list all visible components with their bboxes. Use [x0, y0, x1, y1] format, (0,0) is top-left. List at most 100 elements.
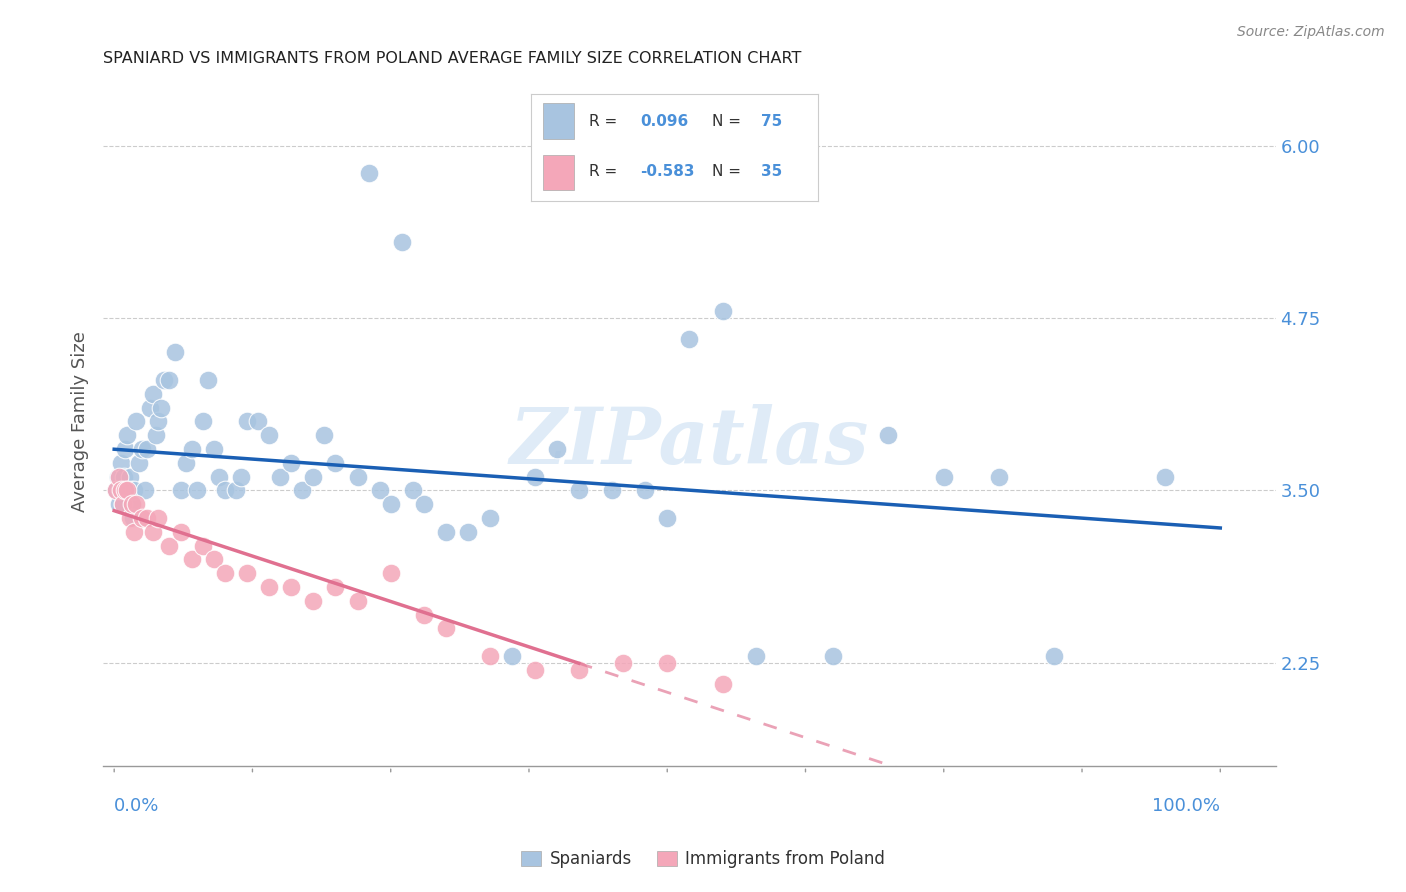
Point [346, 469, 368, 483]
Point [107, 497, 129, 511]
Point [110, 483, 132, 498]
Point [197, 373, 219, 387]
Point [346, 594, 368, 608]
Point [634, 483, 657, 498]
Point [434, 621, 457, 635]
Point [107, 469, 129, 483]
Point [302, 469, 325, 483]
Point [236, 566, 259, 581]
Point [434, 524, 457, 539]
Point [142, 524, 165, 539]
Point [457, 524, 479, 539]
Point [612, 656, 634, 670]
Point [546, 442, 568, 456]
Point [117, 483, 139, 498]
Point [108, 483, 131, 498]
Point [214, 566, 236, 581]
Point [138, 401, 160, 415]
Point [368, 483, 391, 498]
Point [932, 469, 955, 483]
Point [202, 442, 225, 456]
Point [325, 580, 347, 594]
Point [314, 428, 336, 442]
Point [112, 469, 135, 483]
Point [191, 414, 214, 428]
Point [121, 497, 143, 511]
Point [988, 469, 1011, 483]
Point [479, 511, 502, 525]
Point [412, 607, 434, 622]
Point [180, 552, 202, 566]
Point [412, 497, 434, 511]
Point [107, 469, 129, 483]
Point [120, 483, 142, 498]
Point [180, 442, 202, 456]
Point [112, 497, 135, 511]
Point [202, 552, 225, 566]
Point [169, 483, 191, 498]
Point [118, 511, 141, 525]
Point [112, 497, 135, 511]
Point [145, 428, 167, 442]
Point [191, 539, 214, 553]
Point [402, 483, 425, 498]
Point [357, 166, 380, 180]
Point [122, 511, 145, 525]
Point [823, 648, 845, 663]
Point [169, 524, 191, 539]
Point [678, 332, 700, 346]
Point [523, 469, 546, 483]
Point [325, 456, 347, 470]
Point [125, 497, 148, 511]
Point [501, 648, 523, 663]
Point [131, 442, 153, 456]
Point [711, 304, 734, 318]
Text: 100.0%: 100.0% [1153, 797, 1220, 814]
Point [136, 442, 159, 456]
Point [568, 663, 591, 677]
Point [568, 483, 591, 498]
Text: SPANIARD VS IMMIGRANTS FROM POLAND AVERAGE FAMILY SIZE CORRELATION CHART: SPANIARD VS IMMIGRANTS FROM POLAND AVERA… [103, 51, 801, 66]
Point [280, 580, 302, 594]
Point [148, 414, 170, 428]
Point [380, 497, 402, 511]
Point [105, 483, 128, 498]
Point [163, 345, 186, 359]
Point [269, 469, 291, 483]
Point [149, 401, 172, 415]
Point [159, 373, 181, 387]
Point [246, 414, 269, 428]
Point [236, 414, 259, 428]
Point [257, 428, 280, 442]
Point [380, 566, 402, 581]
Point [225, 483, 247, 498]
Legend: Spaniards, Immigrants from Poland: Spaniards, Immigrants from Poland [515, 844, 891, 875]
Point [159, 539, 181, 553]
Point [142, 387, 165, 401]
Point [114, 483, 136, 498]
Point [122, 524, 145, 539]
Text: 0.0%: 0.0% [114, 797, 159, 814]
Point [148, 511, 170, 525]
Point [131, 511, 153, 525]
Point [136, 511, 159, 525]
Text: Source: ZipAtlas.com: Source: ZipAtlas.com [1237, 25, 1385, 39]
Point [208, 469, 231, 483]
Point [128, 456, 150, 470]
Point [600, 483, 623, 498]
Point [744, 648, 766, 663]
Point [174, 456, 197, 470]
Point [111, 483, 134, 498]
Point [302, 594, 325, 608]
Point [280, 456, 302, 470]
Point [257, 580, 280, 594]
Point [479, 648, 502, 663]
Point [117, 428, 139, 442]
Point [291, 483, 314, 498]
Point [186, 483, 208, 498]
Point [134, 483, 156, 498]
Point [122, 483, 145, 498]
Point [114, 442, 136, 456]
Point [105, 483, 128, 498]
Point [523, 663, 546, 677]
